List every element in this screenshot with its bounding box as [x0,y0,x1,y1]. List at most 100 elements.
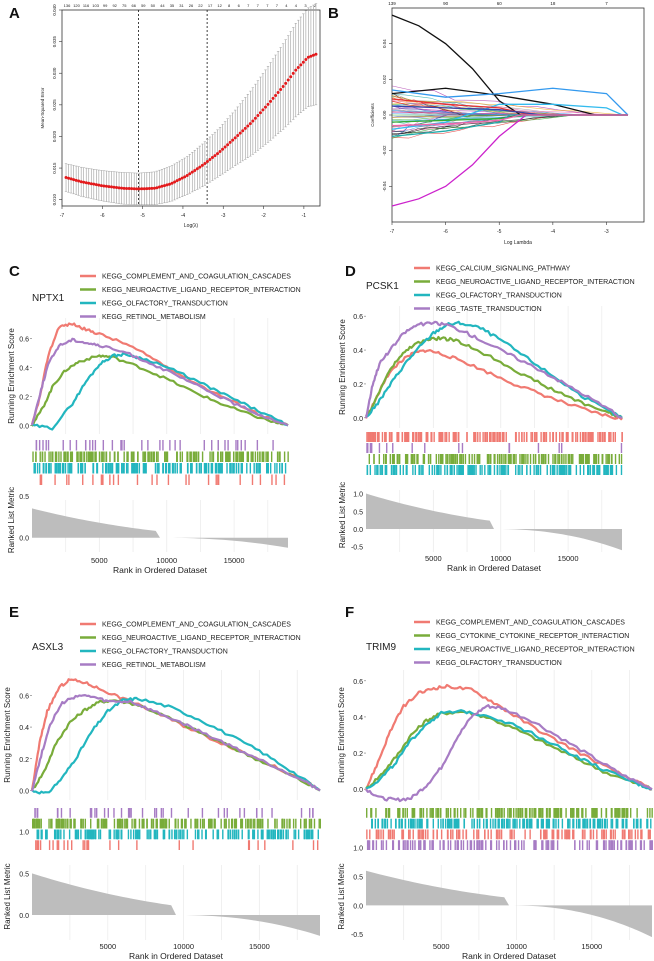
hit-bar [255,463,258,474]
hit-bar [608,432,610,442]
hit-bar [453,454,455,464]
hit-bar [102,818,105,829]
hit-bar [56,829,59,840]
hit-bar [108,463,110,474]
y-tick-label: 0.0 [19,788,29,795]
hit-bar [275,474,277,485]
hit-bar [493,432,495,442]
hit-bar [509,829,511,840]
hit-bar [513,818,516,829]
hit-bar [233,463,235,474]
hit-bar [117,840,120,850]
hit-bar [646,808,649,818]
hit-bar [478,840,480,850]
hit-bar [493,465,496,475]
hit-bar [552,432,554,442]
hit-bar [246,818,249,829]
hit-bar [606,818,608,829]
hit-bar [421,818,423,829]
mse-point [147,187,151,191]
legend-label: KEGG_OLFACTORY_TRANSDUCTION [102,649,228,656]
y-tick-label: 0.6 [353,314,363,321]
hit-bar [47,440,50,451]
hit-bar [235,829,238,840]
hit-bar [37,840,40,850]
hit-bar [88,829,91,840]
coef-path-bg [391,94,628,116]
hit-bar [631,840,633,850]
x-tick-label: -3 [221,213,226,219]
mse-point [173,180,177,184]
hit-bar [424,443,426,453]
hit-bar [220,818,222,829]
hit-bar [111,463,114,474]
hit-bar [225,451,227,462]
mse-point [92,182,96,186]
hit-bar [547,840,550,850]
hit-bar [599,465,601,475]
hit-bar [488,432,491,442]
hit-bar [584,829,586,840]
hit-bar [592,465,594,475]
hit-bar [497,818,499,829]
hit-bar [181,451,184,462]
hit-bar [89,451,92,462]
hit-bar [542,840,544,850]
hit-bar [594,454,596,464]
y2-axis-label: Ranked List Metric [338,482,347,548]
hit-bar [77,451,79,462]
hit-bar [126,451,128,462]
y-tick-label: 0.040 [52,4,57,16]
hit-bar [207,818,210,829]
mse-point [94,183,98,187]
hit-bar [235,451,237,462]
hit-bar [244,440,246,451]
hit-bar [101,451,103,462]
hit-bar [559,465,562,475]
hit-bar [449,465,451,475]
hit-bar [90,808,93,818]
hit-bar [377,432,379,442]
hit-bar [103,808,106,818]
hit-bar [603,829,605,840]
hit-bar [593,818,596,829]
hit-bar [543,829,545,840]
hit-bar [162,440,164,451]
hit-bar [68,463,71,474]
top-tick-label: 50 [151,3,156,8]
hit-bar [185,474,187,485]
es-curve [365,335,623,419]
hit-bar [98,451,101,462]
y-tick-label: 0.030 [52,67,57,79]
hit-bar [619,808,621,818]
mse-point [142,187,146,191]
hit-bar [650,840,652,850]
top-tick-label: 17 [208,3,213,8]
hit-bar [587,465,589,475]
hit-bar [52,840,54,850]
mse-point [208,158,212,162]
hit-bar [127,829,130,840]
hit-bar [547,818,550,829]
hit-bar [60,451,62,462]
hit-bar [569,818,571,829]
legend-label: KEGG_COMPLEMENT_AND_COAGULATION_CASCADES [436,620,625,627]
hit-bar [580,454,583,464]
hit-bar [605,840,607,850]
top-tick-label: 2 [314,3,317,8]
coef-path-black-1 [391,14,628,116]
hit-bar [179,440,181,451]
hit-bar [476,818,479,829]
hit-bar [127,451,129,462]
hit-bar [366,465,369,475]
hit-bar [82,818,84,829]
hit-bar [512,818,514,829]
hit-bar [223,808,226,818]
top-tick-label: 4 [295,3,298,8]
hit-bar [90,818,92,829]
hit-bar [611,818,614,829]
hit-bar [79,463,82,474]
hit-bar [556,840,559,850]
hit-bar [165,451,167,462]
hit-bar [390,432,392,442]
